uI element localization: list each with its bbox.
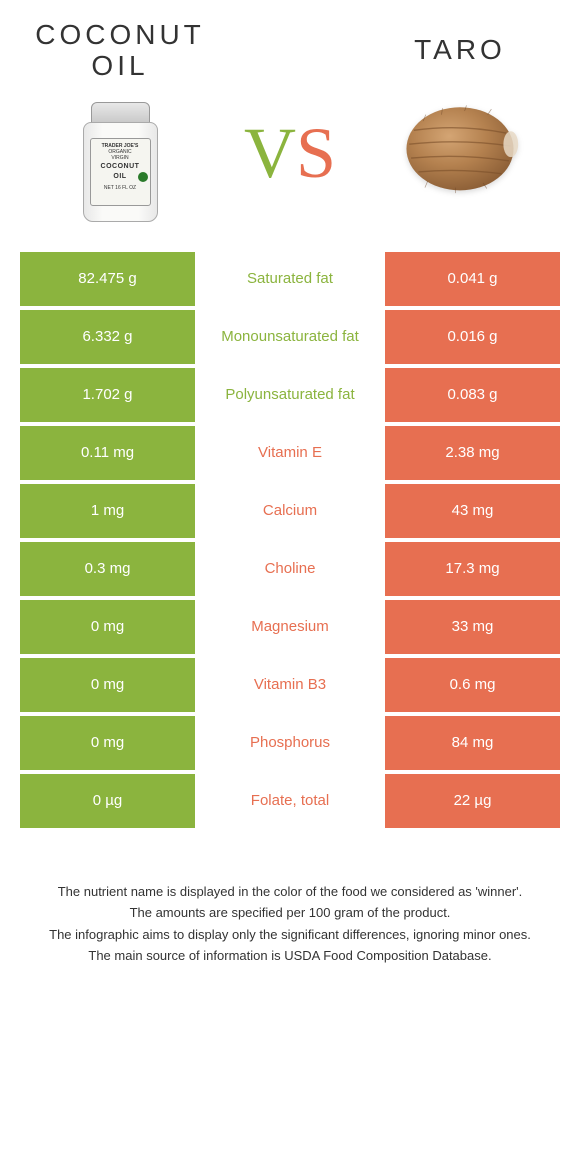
value-left: 1 mg xyxy=(20,484,195,538)
value-left: 0.3 mg xyxy=(20,542,195,596)
value-right: 33 mg xyxy=(385,600,560,654)
nutrient-label: Polyunsaturated fat xyxy=(195,368,385,422)
vs-v: V xyxy=(244,113,296,193)
value-left: 0 mg xyxy=(20,600,195,654)
value-right: 84 mg xyxy=(385,716,560,770)
table-row: 1.702 gPolyunsaturated fat0.083 g xyxy=(20,368,560,422)
value-left: 0 mg xyxy=(20,716,195,770)
value-left: 6.332 g xyxy=(20,310,195,364)
table-row: 0 mgPhosphorus84 mg xyxy=(20,716,560,770)
table-row: 0.3 mgCholine17.3 mg xyxy=(20,542,560,596)
value-left: 82.475 g xyxy=(20,252,195,306)
nutrient-label: Magnesium xyxy=(195,600,385,654)
value-right: 0.041 g xyxy=(385,252,560,306)
nutrient-label: Vitamin B3 xyxy=(195,658,385,712)
food-right-title: TARO xyxy=(414,35,506,66)
value-right: 22 µg xyxy=(385,774,560,828)
table-row: 0 mgVitamin B30.6 mg xyxy=(20,658,560,712)
vs-s: S xyxy=(296,113,336,193)
nutrient-label: Folate, total xyxy=(195,774,385,828)
value-right: 0.6 mg xyxy=(385,658,560,712)
footer-line: The amounts are specified per 100 gram o… xyxy=(20,903,560,923)
value-left: 0.11 mg xyxy=(20,426,195,480)
footer-notes: The nutrient name is displayed in the co… xyxy=(0,832,580,988)
footer-line: The nutrient name is displayed in the co… xyxy=(20,882,560,902)
nutrient-table: 82.475 gSaturated fat0.041 g6.332 gMonou… xyxy=(0,237,580,828)
nutrient-label: Saturated fat xyxy=(195,252,385,306)
taro-icon xyxy=(400,94,520,199)
table-row: 0.11 mgVitamin E2.38 mg xyxy=(20,426,560,480)
nutrient-label: Vitamin E xyxy=(195,426,385,480)
food-right-column: TARO xyxy=(370,35,550,211)
footer-line: The main source of information is USDA F… xyxy=(20,946,560,966)
value-left: 1.702 g xyxy=(20,368,195,422)
value-right: 43 mg xyxy=(385,484,560,538)
taro-image xyxy=(400,81,520,211)
jar-big1: COCONUT xyxy=(93,163,148,171)
value-left: 0 µg xyxy=(20,774,195,828)
table-row: 0 mgMagnesium33 mg xyxy=(20,600,560,654)
table-row: 0 µgFolate, total22 µg xyxy=(20,774,560,828)
value-right: 0.016 g xyxy=(385,310,560,364)
value-right: 2.38 mg xyxy=(385,426,560,480)
nutrient-label: Phosphorus xyxy=(195,716,385,770)
footer-line: The infographic aims to display only the… xyxy=(20,925,560,945)
table-row: 6.332 gMonounsaturated fat0.016 g xyxy=(20,310,560,364)
jar-line2: VIRGIN xyxy=(93,155,148,161)
food-left-title: COCONUT OIL xyxy=(35,20,205,82)
nutrient-label: Monounsaturated fat xyxy=(195,310,385,364)
jar-net: NET 16 FL OZ xyxy=(93,185,148,191)
comparison-header: COCONUT OIL TRADER JOE'S ORGANIC VIRGIN … xyxy=(0,0,580,237)
value-right: 17.3 mg xyxy=(385,542,560,596)
table-row: 82.475 gSaturated fat0.041 g xyxy=(20,252,560,306)
vs-label: VS xyxy=(244,112,336,195)
food-left-column: COCONUT OIL TRADER JOE'S ORGANIC VIRGIN … xyxy=(30,20,210,227)
nutrient-label: Choline xyxy=(195,542,385,596)
coconut-oil-image: TRADER JOE'S ORGANIC VIRGIN COCONUT OIL … xyxy=(60,97,180,227)
table-row: 1 mgCalcium43 mg xyxy=(20,484,560,538)
value-left: 0 mg xyxy=(20,658,195,712)
nutrient-label: Calcium xyxy=(195,484,385,538)
jar-icon: TRADER JOE'S ORGANIC VIRGIN COCONUT OIL … xyxy=(83,102,158,222)
value-right: 0.083 g xyxy=(385,368,560,422)
